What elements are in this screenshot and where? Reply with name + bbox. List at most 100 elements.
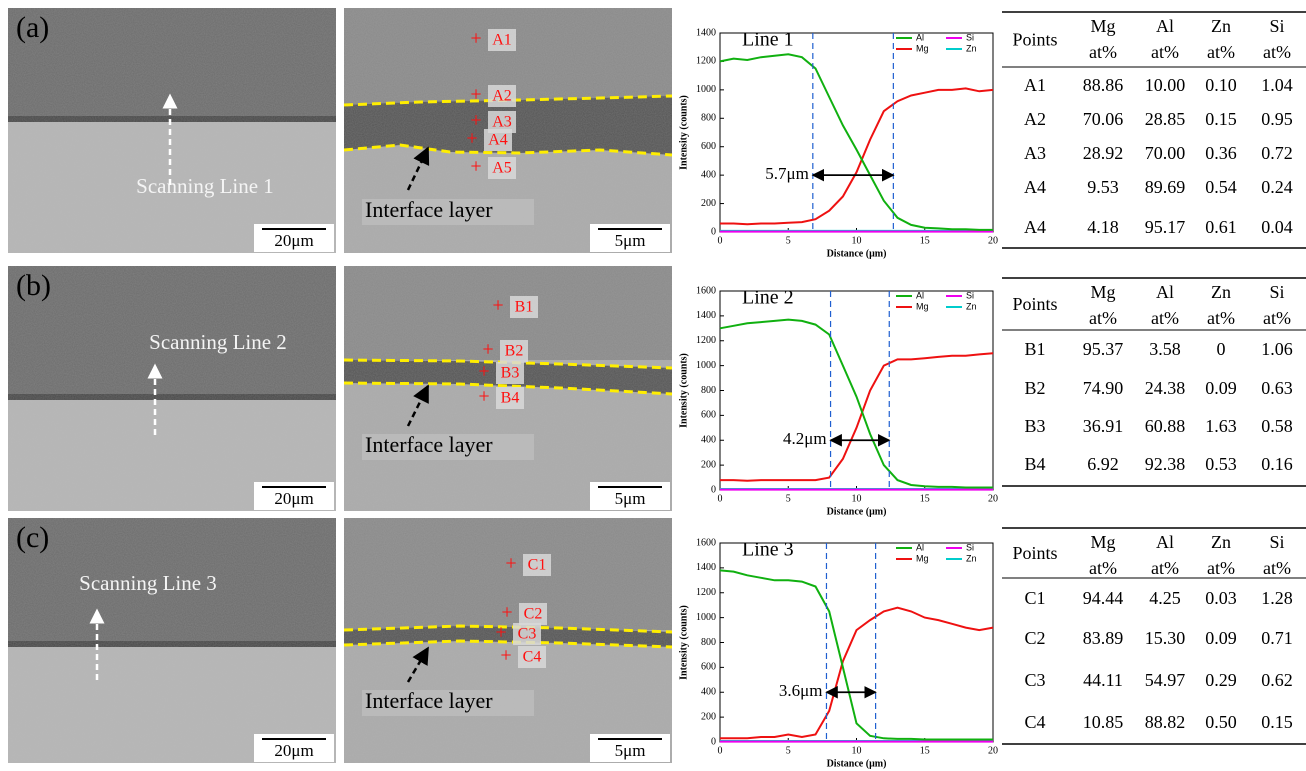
y-axis-label: Intensity (counts) <box>678 605 689 680</box>
table-cell: 4.18 <box>1087 217 1119 237</box>
x-tick-label: 10 <box>852 493 862 504</box>
y-tick-label: 1600 <box>696 537 716 548</box>
table-cell: 74.90 <box>1083 378 1124 398</box>
x-tick-label: 20 <box>988 493 998 504</box>
interface-boundary <box>343 381 673 396</box>
x-tick-label: 0 <box>718 745 723 756</box>
table-header: Al <box>1156 16 1174 36</box>
point-marker: + <box>470 84 481 106</box>
table-cell: 0.15 <box>1261 712 1293 732</box>
table-cell: 0.36 <box>1205 143 1237 163</box>
y-tick-label: 600 <box>701 410 716 421</box>
point-label: A4 <box>488 132 508 149</box>
table-cell: 0.50 <box>1205 712 1237 732</box>
table-cell: 1.04 <box>1261 75 1293 95</box>
x-tick-label: 0 <box>718 235 723 246</box>
table-cell: B1 <box>1024 339 1045 359</box>
table-cell: 60.88 <box>1145 416 1186 436</box>
table-cell: A2 <box>1024 109 1046 129</box>
y-tick-label: 0 <box>711 484 716 495</box>
table-header: at% <box>1089 42 1117 62</box>
panel-label: (a) <box>16 11 49 44</box>
table-cell: 15.30 <box>1145 628 1186 648</box>
interface-arrow <box>406 146 430 191</box>
point-label: C1 <box>528 557 547 574</box>
table-cell: 94.44 <box>1083 588 1124 608</box>
interface-boundary <box>343 624 673 634</box>
table-cell: 4.25 <box>1149 588 1181 608</box>
x-tick-label: 15 <box>920 493 930 504</box>
legend-label: Si <box>966 32 974 42</box>
x-tick-label: 10 <box>852 745 862 756</box>
y-tick-label: 800 <box>701 637 716 648</box>
scale-label: 20μm <box>274 741 313 760</box>
table-header: at% <box>1263 558 1291 578</box>
interface-boundary <box>343 94 673 107</box>
legend-label: Al <box>916 32 924 42</box>
point-label-bg <box>496 387 524 409</box>
table-cell: 36.91 <box>1083 416 1124 436</box>
table-cell: 1.06 <box>1261 339 1293 359</box>
table-cell: B4 <box>1024 454 1045 474</box>
sem-grain <box>8 8 336 253</box>
chart-title: Line 3 <box>742 539 794 561</box>
table-header: at% <box>1151 42 1179 62</box>
table-cell: A1 <box>1024 75 1046 95</box>
table-header: Zn <box>1211 16 1231 36</box>
x-tick-label: 15 <box>920 745 930 756</box>
y-tick-label: 800 <box>701 385 716 396</box>
series-line <box>719 569 993 741</box>
table-cell: C2 <box>1024 628 1045 648</box>
legend-label: Mg <box>916 301 929 311</box>
table-cell: B3 <box>1024 416 1045 436</box>
x-tick-label: 20 <box>988 745 998 756</box>
table-header: at% <box>1207 558 1235 578</box>
scale-label: 5μm <box>615 489 646 508</box>
table-cell: 0.09 <box>1205 378 1237 398</box>
table-header: Points <box>1012 30 1057 50</box>
interface-arrow <box>406 384 430 427</box>
point-label-bg <box>519 603 547 625</box>
scanning-line-label: Scanning Line 1 <box>136 174 274 198</box>
point-label: B4 <box>501 390 520 407</box>
point-label: B3 <box>501 365 520 382</box>
series-line <box>720 352 994 482</box>
point-marker: + <box>505 553 516 575</box>
table-header: at% <box>1207 308 1235 328</box>
scanning-line-label: Scanning Line 2 <box>149 330 287 354</box>
x-tick-label: 5 <box>786 493 791 504</box>
point-marker: + <box>495 622 506 644</box>
table-cell: 0.04 <box>1261 217 1293 237</box>
y-axis-label: Intensity (counts) <box>678 353 689 428</box>
table-cell: 28.85 <box>1145 109 1186 129</box>
table-cell: 89.69 <box>1145 177 1186 197</box>
table-cell: 88.86 <box>1083 75 1124 95</box>
interface-label: Interface layer <box>365 432 493 457</box>
table-header: Al <box>1156 532 1174 552</box>
table-cell: 0.09 <box>1205 628 1237 648</box>
x-axis-label: Distance (μm) <box>827 248 887 259</box>
point-marker: + <box>466 128 477 150</box>
interface-label: Interface layer <box>365 197 493 222</box>
point-label-bg <box>510 296 538 318</box>
table-header: Mg <box>1090 16 1115 36</box>
y-tick-label: 200 <box>701 198 716 209</box>
y-tick-label: 1200 <box>696 56 716 67</box>
y-tick-label: 1200 <box>696 587 716 598</box>
table-header: at% <box>1151 308 1179 328</box>
y-tick-label: 1000 <box>696 84 716 95</box>
sem-grain <box>8 518 336 763</box>
y-tick-label: 1400 <box>696 27 716 38</box>
table-cell: 10.00 <box>1145 75 1186 95</box>
legend-label: Zn <box>966 43 977 53</box>
table-cell: 0.71 <box>1261 628 1293 648</box>
table-cell: B2 <box>1024 378 1045 398</box>
point-marker: + <box>500 645 511 667</box>
table-cell: 0.61 <box>1205 217 1237 237</box>
table-cell: 0.62 <box>1261 670 1293 690</box>
interface-boundary <box>343 358 673 370</box>
x-axis-label: Distance (μm) <box>827 758 887 769</box>
interface-boundary <box>343 143 673 157</box>
legend-label: Zn <box>966 553 977 563</box>
table-header: at% <box>1089 558 1117 578</box>
